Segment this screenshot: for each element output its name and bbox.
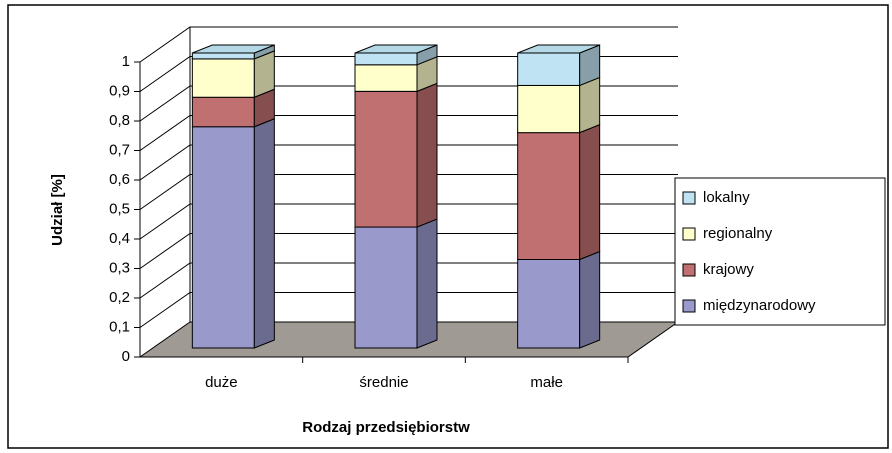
bar-side [579,250,601,349]
legend-box [674,177,886,326]
bar-segment [191,96,255,128]
legend-label: międzynarodowy [703,297,816,314]
y-tick-label: 0,5 [109,200,130,217]
bar-side [416,218,438,349]
y-tick-label: 0,3 [109,259,130,276]
bar-top [517,44,600,54]
y-tick-label: 0,8 [109,112,130,129]
bar-segment [191,126,255,349]
bar-segment [191,52,255,60]
legend-swatch [682,227,696,241]
bar-top [192,44,275,54]
y-tick-label: 0,7 [109,141,130,158]
legend-label: krajowy [703,261,754,278]
legend-swatch [682,263,696,277]
y-tick-label: 1 [122,53,130,70]
bar-side [253,118,275,349]
x-tick-label: duże [205,374,238,391]
y-axis-title: Udział [%] [49,174,66,246]
bar-side [579,76,601,134]
x-axis-title: Rodzaj przedsiębiorstw [302,419,470,436]
y-tick-label: 0,4 [109,230,130,247]
bar-side [579,123,601,261]
x-tick-label: małe [530,374,563,391]
bar-side [416,82,438,228]
bar-segment [354,226,418,349]
y-tick-label: 0 [122,348,130,365]
y-tick-label: 0,6 [109,171,130,188]
bar-segment [517,52,581,86]
y-tick-label: 0,1 [109,318,130,335]
bar-segment [354,90,418,228]
bar-segment [191,58,255,98]
bar-segment [517,259,581,349]
bar-top [354,44,438,54]
legend-label: lokalny [703,189,750,206]
bar-segment [517,132,581,260]
legend-swatch [682,191,696,205]
y-tick-label: 0,9 [109,82,130,99]
x-tick-label: średnie [359,374,408,391]
bar-segment [354,64,418,92]
bar-segment [354,52,418,66]
bar-segment [517,84,581,134]
legend-label: regionalny [703,225,773,242]
y-tick-label: 0,2 [109,289,130,306]
legend-swatch [682,299,696,313]
